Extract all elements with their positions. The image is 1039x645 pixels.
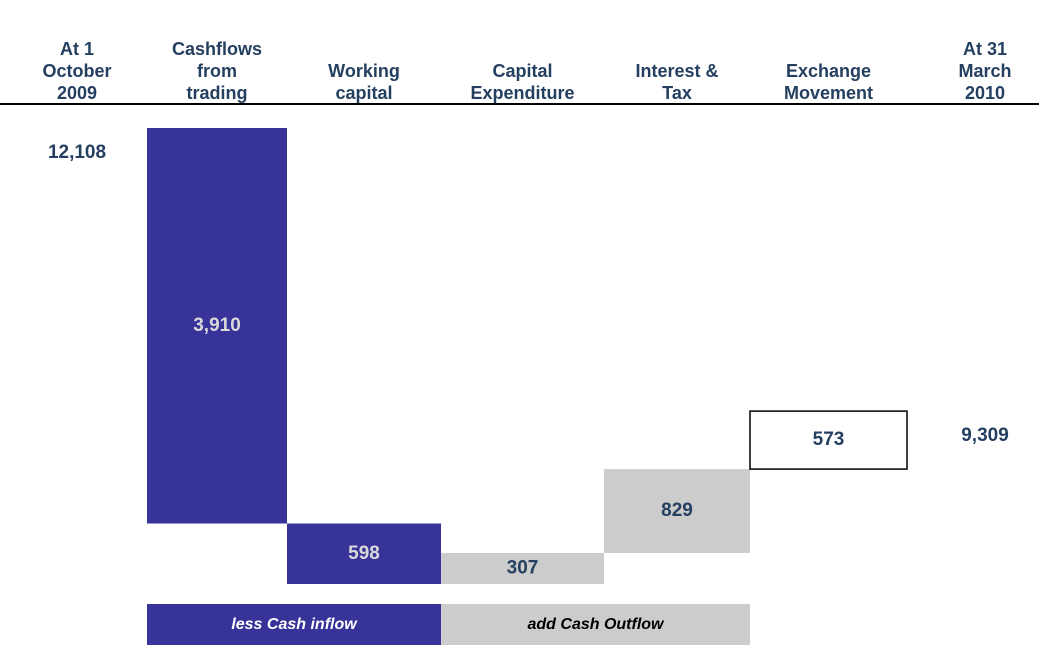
total-label: 12,108 xyxy=(48,142,106,163)
column-header: Working capital xyxy=(328,61,400,103)
bar xyxy=(147,128,287,524)
legend-label: less Cash inflow xyxy=(231,616,358,633)
column-header: At 1 October 2009 xyxy=(42,39,112,103)
column-header: At 31 March 2010 xyxy=(958,39,1012,103)
bar-label: 829 xyxy=(661,500,693,521)
column-header: Capital Expenditure xyxy=(470,61,575,103)
column-header: Interest & Tax xyxy=(635,61,719,103)
column-header: Cashflows from trading xyxy=(171,39,263,103)
bar xyxy=(604,469,750,553)
bar xyxy=(441,552,604,584)
legend-label: add Cash Outflow xyxy=(528,616,666,633)
total-label: 9,309 xyxy=(961,425,1009,446)
bar-label: 573 xyxy=(813,429,845,450)
legend-swatch xyxy=(441,604,750,645)
bar xyxy=(287,523,441,584)
bar-label: 307 xyxy=(507,557,539,578)
bar xyxy=(749,410,908,470)
bar-label: 598 xyxy=(348,543,380,564)
legend-swatch xyxy=(147,604,441,645)
bar-label: 3,910 xyxy=(193,315,241,336)
column-header: Exchange Movement xyxy=(783,61,873,103)
